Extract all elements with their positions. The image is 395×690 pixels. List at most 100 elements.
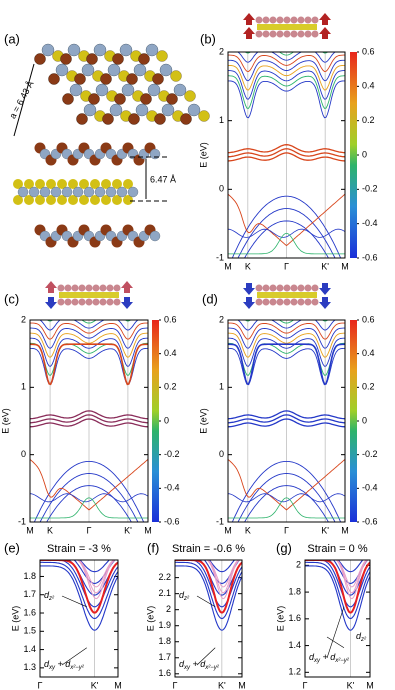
y-axis-label: E (eV)	[0, 408, 10, 434]
band	[237, 208, 336, 258]
band	[228, 152, 345, 162]
colorbar-tick-label: -0.4	[362, 218, 378, 228]
x-tick-label: K	[245, 261, 251, 271]
atom	[311, 284, 319, 292]
atom	[90, 179, 100, 189]
y-tick-label: 0	[21, 449, 26, 459]
band	[40, 565, 118, 631]
bands	[175, 560, 242, 631]
atom	[76, 113, 88, 125]
subscript: x²−y²	[204, 665, 220, 671]
y-tick-label: 1.6	[23, 607, 36, 617]
atom	[262, 284, 270, 292]
atom	[112, 195, 122, 205]
atom	[48, 73, 60, 85]
plot-frame	[227, 319, 346, 523]
atom	[112, 179, 122, 189]
atom	[297, 298, 305, 306]
colorbar-tick-label: -0.2	[362, 184, 378, 194]
atom	[128, 113, 140, 125]
atom	[71, 298, 79, 306]
band	[228, 410, 345, 420]
atom	[123, 179, 133, 189]
band	[305, 560, 370, 614]
band	[30, 337, 148, 367]
atom	[311, 298, 319, 306]
colorbar-tick-label: -0.2	[362, 449, 378, 459]
atom	[255, 16, 263, 24]
atom	[100, 73, 112, 85]
atom	[113, 298, 121, 306]
atom	[154, 113, 166, 125]
atom	[262, 30, 270, 38]
bands	[40, 560, 118, 631]
band	[76, 560, 116, 600]
colorbar	[350, 52, 357, 258]
y-tick-label: 1.8	[158, 636, 171, 646]
bands	[30, 320, 148, 522]
y-tick-label: 0	[219, 449, 224, 459]
annotation: dz²	[44, 590, 55, 601]
text: d	[179, 590, 185, 600]
subscript: x²−y²	[69, 665, 85, 671]
atom	[269, 298, 277, 306]
atom	[35, 195, 45, 205]
atom	[85, 284, 93, 292]
spin-arrow	[121, 281, 133, 293]
band	[228, 343, 345, 386]
atom	[64, 284, 72, 292]
atom	[101, 195, 111, 205]
panel-label: (a)	[4, 31, 20, 46]
atom	[55, 63, 69, 77]
colorbar-tick-label: 0.2	[362, 115, 375, 125]
atom	[262, 298, 270, 306]
atom	[24, 179, 34, 189]
atom	[116, 186, 128, 198]
atom	[57, 179, 67, 189]
atom	[147, 83, 161, 97]
text: d	[44, 659, 50, 669]
plot-frame	[29, 319, 149, 523]
text: d	[356, 631, 362, 641]
subscript: z²	[48, 596, 55, 602]
x-tick-label: M	[366, 680, 374, 690]
colorbar-tick-label: -0.4	[164, 483, 180, 493]
layer	[257, 24, 317, 30]
atom	[290, 298, 298, 306]
subscript: xy	[313, 658, 321, 664]
colorbar-tick-label: 0.4	[362, 81, 375, 91]
band	[228, 418, 345, 428]
atom	[113, 284, 121, 292]
atom	[255, 30, 263, 38]
x-tick-label: K	[47, 525, 53, 535]
colorbar-tick-label: -0.6	[164, 516, 180, 526]
spin-arrow	[319, 27, 331, 39]
y-tick-label: 1.8	[288, 586, 301, 596]
atom	[13, 195, 23, 205]
spin-arrow	[45, 297, 57, 309]
lattice-arrow	[13, 63, 35, 137]
atom	[60, 53, 72, 65]
spin-arrow	[243, 27, 255, 39]
bands	[228, 320, 345, 522]
atom	[283, 30, 291, 38]
bands	[305, 560, 370, 631]
atom	[109, 103, 123, 117]
band	[46, 320, 132, 324]
panel-label: (g)	[276, 540, 292, 555]
band	[305, 561, 370, 620]
atom	[184, 90, 196, 102]
band	[46, 485, 132, 522]
y-tick-label: 1.4	[288, 640, 301, 650]
x-tick-label: Γ	[38, 680, 43, 690]
atom	[121, 83, 135, 97]
y-tick-label: 1	[21, 382, 26, 392]
x-tick-label: K	[245, 525, 251, 535]
atom	[304, 298, 312, 306]
annotation-arrow	[196, 647, 216, 666]
x-tick-label: M	[144, 525, 152, 535]
band	[30, 414, 148, 424]
x-tick-label: K'	[124, 525, 132, 535]
band	[30, 342, 148, 376]
band	[40, 560, 118, 614]
